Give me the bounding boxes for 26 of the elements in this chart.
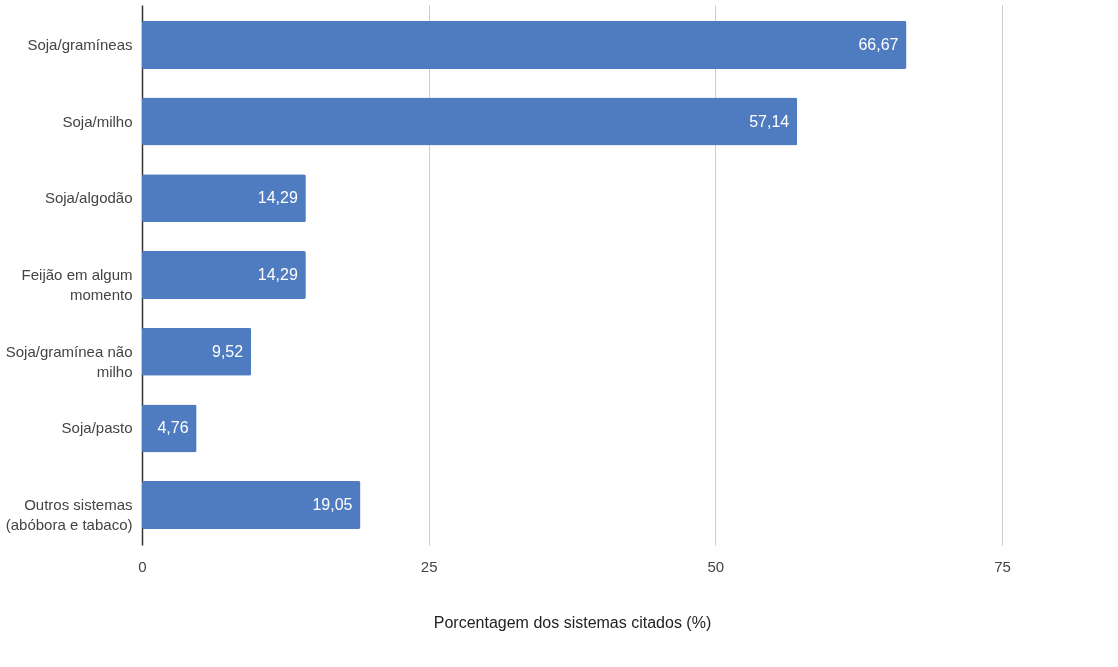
bar [142, 251, 306, 299]
bar [142, 174, 306, 223]
data-label: 66,67 [858, 35, 899, 53]
y-tick-label: Soja/milho [62, 112, 133, 130]
y-tick-label: Feijão em algum momento [21, 266, 133, 303]
bar [142, 97, 798, 146]
y-tick-label: Soja/gramíneas [27, 35, 133, 53]
data-label: 14,29 [257, 189, 298, 207]
y-tick-label: Soja/pasto [61, 419, 133, 437]
data-label: 19,05 [312, 496, 353, 514]
data-label: 9,52 [212, 342, 244, 360]
x-axis-title: Porcentagem dos sistemas citados (%) [433, 613, 712, 631]
data-label: 14,29 [257, 266, 298, 283]
x-tick-label: 25 [420, 557, 438, 575]
bar [142, 20, 907, 69]
bar [142, 404, 197, 453]
y-tick-label: Soja/algodão [44, 189, 133, 207]
y-tick-label: Soja/gramínea não milho [5, 342, 133, 380]
y-tick-label: Outros sistemas (abóbora e tabaco) [5, 496, 133, 534]
data-label: 57,14 [749, 112, 790, 130]
data-label: 4,76 [157, 419, 189, 437]
x-tick-label: 50 [707, 557, 725, 575]
x-tick-label: 0 [138, 557, 147, 575]
bar [142, 327, 252, 376]
bar [142, 481, 361, 530]
x-tick-label: 75 [994, 557, 1011, 575]
